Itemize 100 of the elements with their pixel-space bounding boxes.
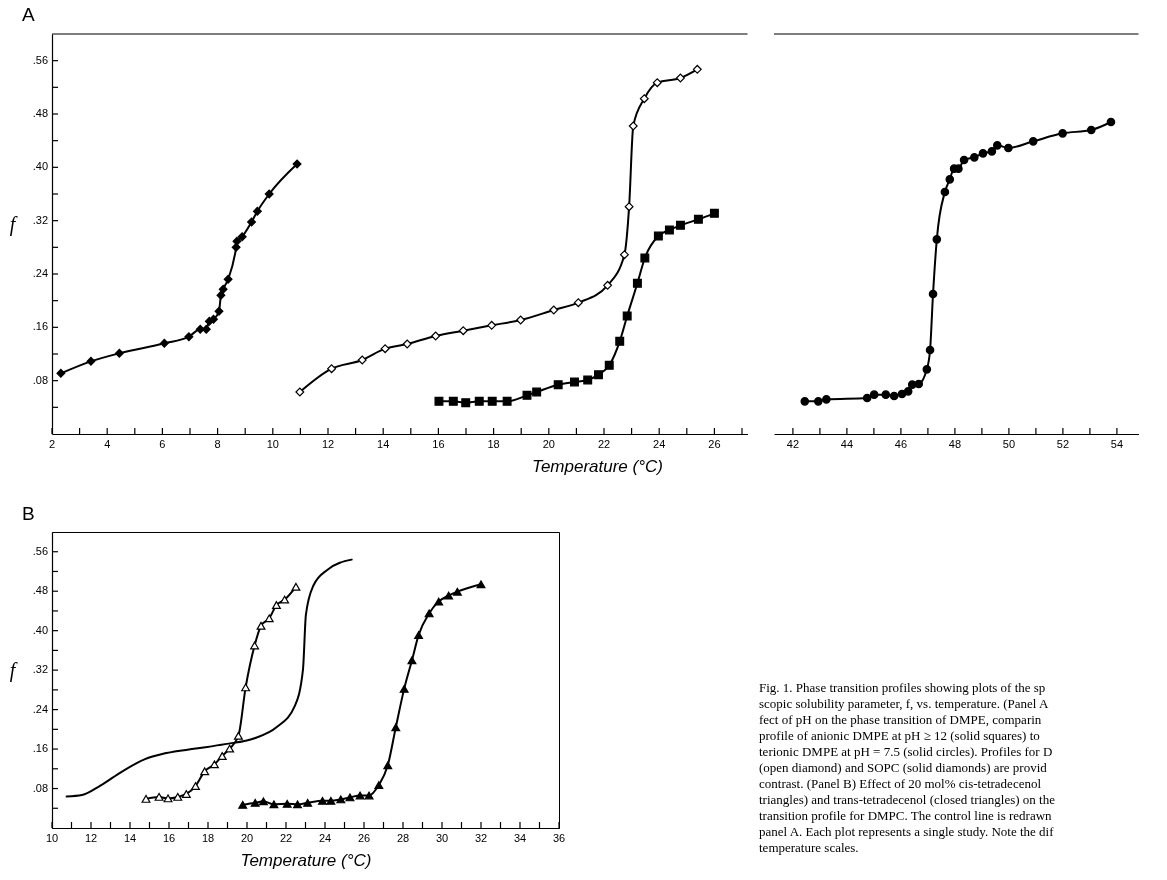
point bbox=[639, 94, 649, 104]
point bbox=[461, 398, 471, 408]
point bbox=[232, 236, 242, 246]
x-tick-label: 6 bbox=[159, 438, 166, 450]
point bbox=[476, 580, 486, 589]
y-tick-label: .08 bbox=[32, 781, 48, 794]
point bbox=[932, 235, 942, 244]
point bbox=[978, 149, 988, 158]
x-tick-label: 20 bbox=[542, 438, 555, 450]
text: profile of anionic DMPE at pH ≥ 12 (solid squares) to bbox=[759, 728, 1040, 743]
y-tick-label: .40 bbox=[32, 160, 48, 173]
point bbox=[914, 379, 924, 389]
point bbox=[250, 798, 260, 807]
point bbox=[402, 339, 412, 349]
y-tick-label: .32 bbox=[32, 663, 48, 676]
x-tick-label: 36 bbox=[552, 832, 566, 844]
x-tick-label: 32 bbox=[474, 832, 488, 844]
text: triangles) and trans-tetradecenol (closed triangles) on the bbox=[759, 792, 1056, 807]
point bbox=[163, 794, 173, 803]
point bbox=[264, 189, 274, 199]
point bbox=[250, 641, 260, 650]
point bbox=[881, 390, 891, 399]
point bbox=[709, 208, 719, 218]
x-tick-label: 26 bbox=[708, 438, 721, 450]
point bbox=[407, 656, 417, 665]
point bbox=[159, 338, 169, 348]
x-tick-label: 12 bbox=[321, 438, 335, 450]
chart-title: B bbox=[22, 503, 35, 524]
point bbox=[624, 202, 634, 212]
point bbox=[619, 250, 629, 260]
point bbox=[516, 315, 526, 325]
point bbox=[594, 370, 603, 380]
x-axis-title: Temperature (°C) bbox=[532, 456, 663, 476]
y-tick-label: .16 bbox=[32, 742, 48, 755]
point bbox=[615, 336, 625, 346]
x-tick-label: 24 bbox=[318, 832, 332, 844]
x-tick-label: 24 bbox=[653, 438, 666, 450]
point bbox=[431, 331, 441, 341]
y-tick-label: .48 bbox=[32, 107, 48, 119]
point bbox=[1058, 129, 1067, 138]
x-tick-label: 12 bbox=[84, 832, 98, 844]
x-tick-label: 50 bbox=[1002, 438, 1016, 450]
point bbox=[448, 396, 458, 406]
point bbox=[241, 683, 251, 692]
point bbox=[238, 800, 248, 809]
point bbox=[233, 731, 243, 740]
y-tick-label: .56 bbox=[32, 53, 48, 66]
point bbox=[800, 397, 810, 406]
y-tick-label: .24 bbox=[32, 267, 48, 279]
point bbox=[223, 274, 233, 284]
x-tick-label: 52 bbox=[1056, 438, 1070, 450]
point bbox=[214, 306, 224, 316]
x-tick-label: 10 bbox=[266, 438, 279, 450]
caption: Fig. 1. Phase transition profiles showing plots of the sp bbox=[759, 680, 1046, 695]
point bbox=[549, 305, 559, 315]
x-tick-label: 2 bbox=[48, 438, 56, 450]
point bbox=[1106, 117, 1116, 127]
y-tick-label: .32 bbox=[32, 213, 48, 226]
y-tick-label: .40 bbox=[32, 623, 48, 636]
point bbox=[380, 344, 390, 354]
point bbox=[295, 387, 305, 397]
x-tick-label: 22 bbox=[279, 832, 293, 844]
point bbox=[583, 375, 593, 385]
point bbox=[173, 792, 183, 801]
point bbox=[889, 391, 899, 401]
point bbox=[903, 387, 913, 396]
point bbox=[424, 609, 434, 618]
x-tick-label: 10 bbox=[45, 832, 59, 844]
point bbox=[675, 73, 685, 83]
point bbox=[434, 597, 444, 606]
y-tick-label: .08 bbox=[32, 373, 48, 386]
point bbox=[271, 601, 281, 609]
point bbox=[258, 797, 268, 806]
point bbox=[247, 217, 257, 227]
y-tick-label: .48 bbox=[32, 584, 48, 597]
x-tick-label: 20 bbox=[240, 832, 254, 844]
point bbox=[217, 752, 227, 760]
y-tick-label: .24 bbox=[32, 702, 48, 715]
point bbox=[1086, 125, 1096, 135]
point bbox=[269, 800, 279, 809]
point bbox=[355, 791, 365, 800]
point bbox=[391, 723, 401, 732]
point bbox=[692, 64, 702, 74]
point bbox=[640, 253, 650, 263]
point bbox=[675, 220, 685, 230]
point bbox=[822, 395, 831, 404]
point bbox=[693, 214, 703, 224]
point bbox=[364, 791, 374, 800]
point bbox=[570, 377, 579, 387]
x-tick-label: 16 bbox=[432, 438, 445, 450]
x-tick-label: 26 bbox=[357, 832, 371, 844]
point bbox=[458, 326, 468, 336]
point bbox=[336, 795, 346, 804]
point bbox=[292, 159, 302, 169]
point bbox=[604, 360, 614, 370]
point bbox=[264, 614, 274, 623]
point bbox=[256, 621, 266, 630]
text: contrast. (Panel B) Effect of 20 mol% cis-tetradecenol bbox=[759, 776, 1042, 791]
point bbox=[200, 767, 210, 776]
point bbox=[925, 345, 935, 355]
